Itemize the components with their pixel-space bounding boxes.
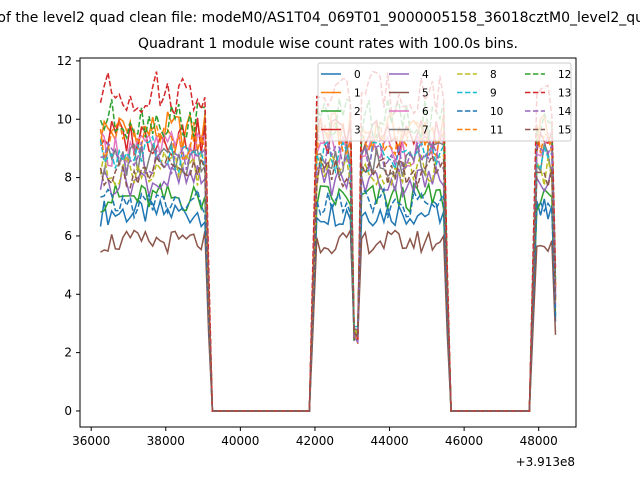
legend-label: 6 (422, 106, 429, 118)
legend-box (317, 62, 572, 142)
legend-label: 12 (558, 69, 571, 81)
x-axis: 36000 38000 40000 42000 44000 46000 48000 (72, 427, 558, 448)
legend-label: 4 (422, 69, 429, 81)
y-tick-label: 8 (64, 171, 72, 185)
legend-label: 3 (354, 125, 361, 137)
y-tick-label: 4 (64, 287, 72, 301)
x-tick-label: 46000 (445, 434, 483, 448)
legend-label: 7 (422, 125, 429, 137)
y-tick-label: 10 (57, 112, 72, 126)
legend-label: 2 (354, 106, 361, 118)
legend-label: 15 (558, 125, 571, 137)
x-tick-label: 36000 (72, 434, 110, 448)
legend-label: 8 (490, 69, 497, 81)
y-tick-label: 6 (64, 229, 72, 243)
series-line-15 (99, 153, 557, 412)
series-line-5 (100, 227, 557, 412)
legend-label: 10 (490, 106, 503, 118)
x-tick-label: 38000 (147, 434, 185, 448)
figure-suptitle: Light curves of the level2 quad clean fi… (0, 10, 640, 26)
x-tick-label: 40000 (221, 434, 259, 448)
y-tick-label: 12 (57, 54, 72, 68)
legend-label: 0 (354, 69, 361, 81)
series-line-4 (99, 164, 557, 412)
legend-label: 5 (422, 88, 429, 100)
legend-label: 9 (490, 88, 497, 100)
y-tick-label: 0 (64, 404, 72, 418)
y-axis: 0 2 4 6 8 10 12 (57, 54, 80, 418)
plot-title: Quadrant 1 module wise count rates with … (138, 36, 518, 52)
legend-label: 14 (558, 106, 572, 118)
y-tick-label: 2 (64, 346, 72, 360)
x-axis-offset-label: +3.913e8 (516, 455, 575, 469)
legend-label: 1 (354, 88, 361, 100)
legend-label: 13 (558, 88, 571, 100)
x-tick-label: 48000 (520, 434, 558, 448)
legend-label: 11 (490, 125, 503, 137)
plot-frame (79, 57, 577, 428)
series-line-2 (100, 181, 557, 412)
series-line-0 (99, 196, 557, 412)
x-tick-label: 42000 (296, 434, 334, 448)
x-tick-label: 44000 (370, 434, 408, 448)
